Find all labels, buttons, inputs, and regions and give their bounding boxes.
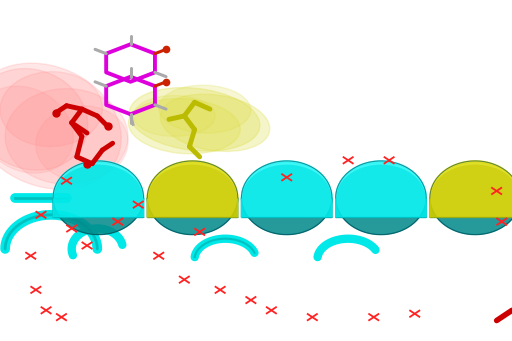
Polygon shape [242,161,332,218]
Polygon shape [53,161,143,198]
Polygon shape [336,161,426,198]
Ellipse shape [133,95,215,136]
Polygon shape [430,161,512,198]
Polygon shape [53,161,143,218]
Ellipse shape [129,99,240,154]
Polygon shape [242,198,332,235]
Ellipse shape [159,85,251,133]
Polygon shape [336,198,426,235]
Ellipse shape [0,72,102,147]
Polygon shape [147,161,238,218]
Ellipse shape [0,69,88,170]
Polygon shape [430,198,512,235]
Polygon shape [147,161,238,198]
Polygon shape [53,198,143,235]
Ellipse shape [129,88,260,151]
Polygon shape [242,161,332,198]
Polygon shape [430,161,512,218]
Ellipse shape [0,63,121,189]
Polygon shape [147,198,238,235]
Ellipse shape [160,94,270,151]
Polygon shape [336,161,426,218]
Ellipse shape [5,89,128,184]
Ellipse shape [0,86,73,173]
Ellipse shape [36,106,128,181]
